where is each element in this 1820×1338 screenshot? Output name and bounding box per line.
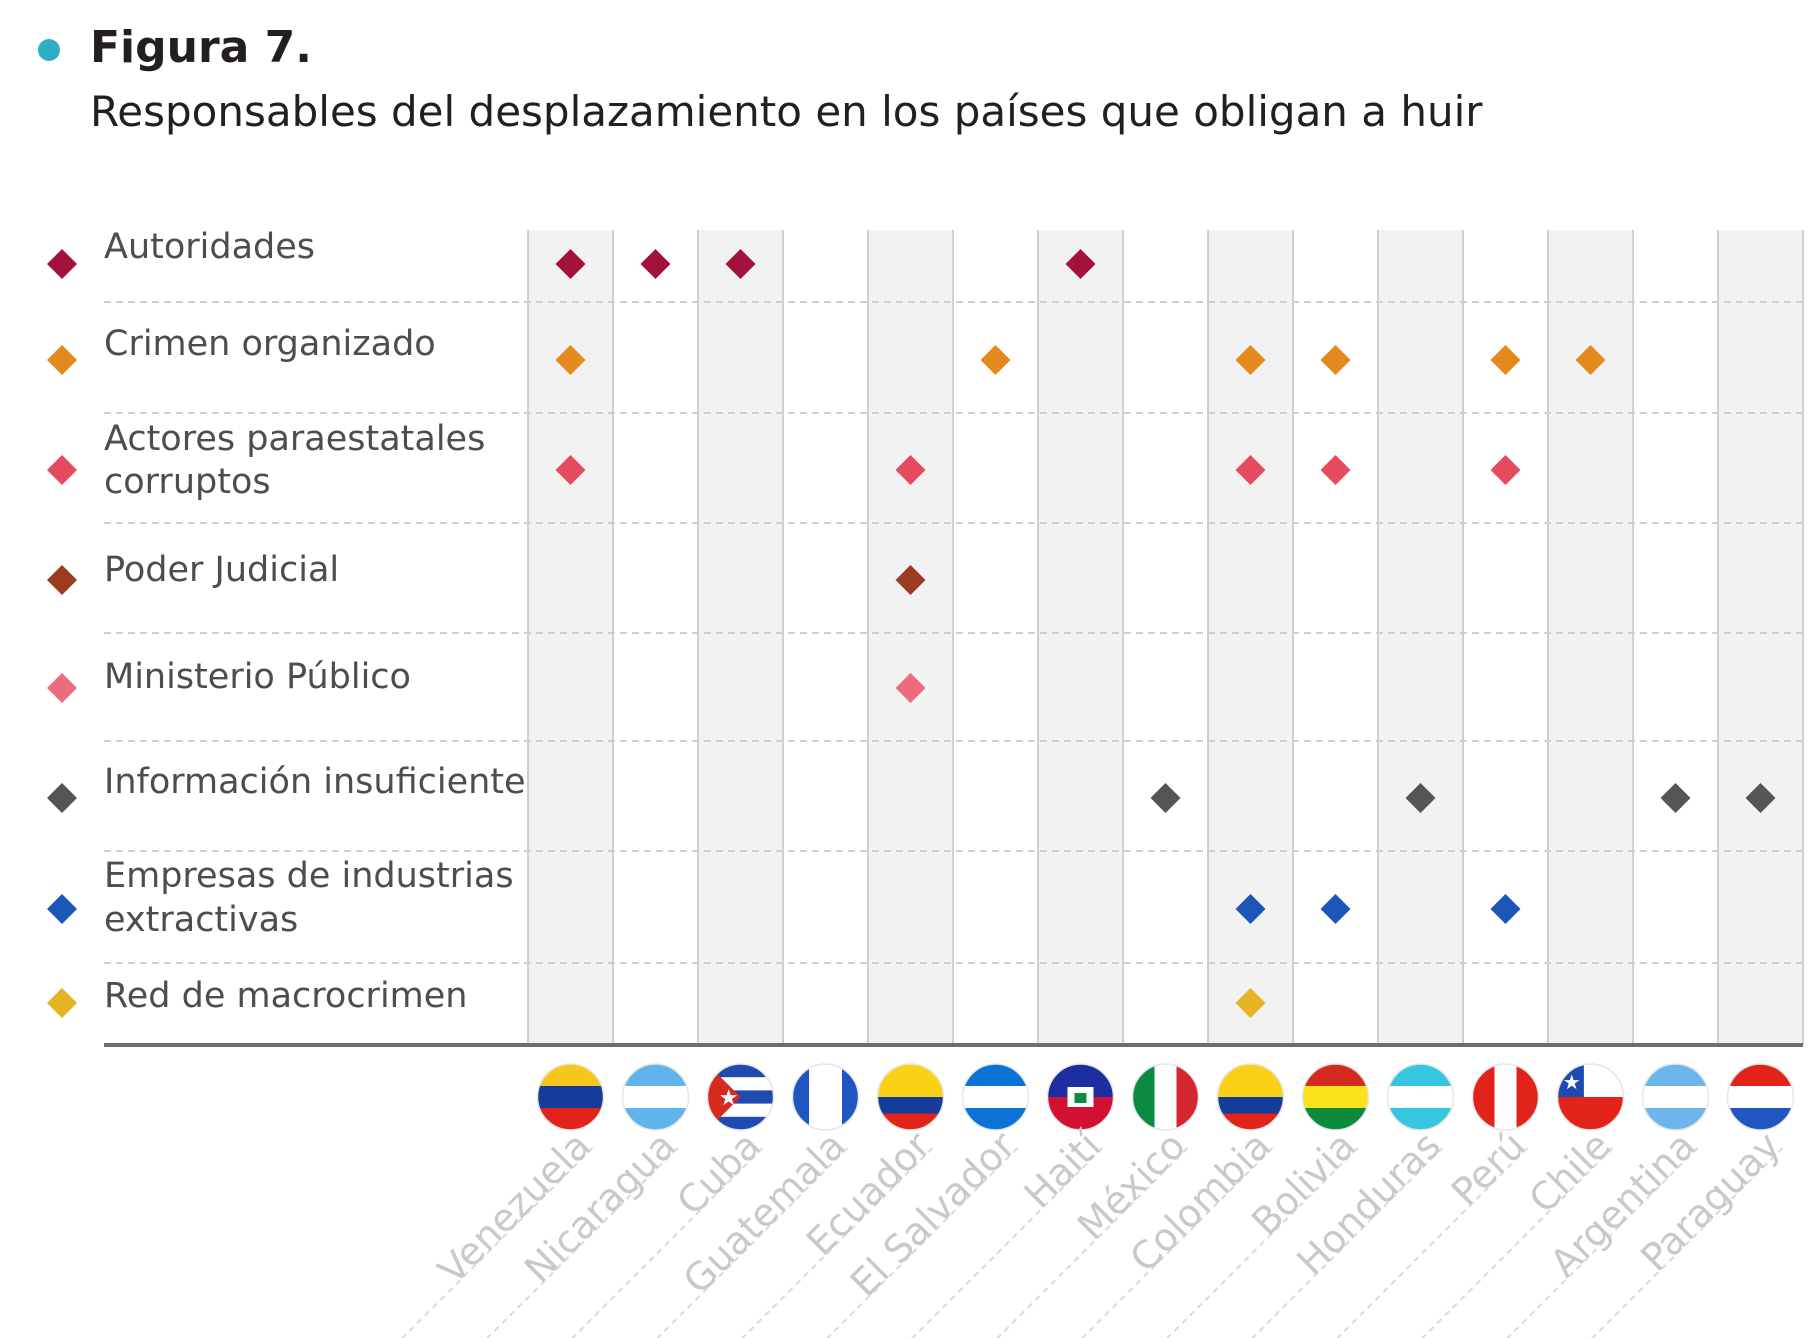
column-band-mexico [1123, 230, 1208, 1045]
data-point-informacion-insuficiente-argentina [1660, 783, 1691, 813]
legend-marker-informacion-insuficiente-icon [47, 783, 77, 813]
data-point-empresas-de-industrias-extractivas-bolivia [1320, 894, 1351, 924]
bolivia-flag-icon [1302, 1064, 1369, 1130]
row-label-poder-judicial: Poder Judicial [104, 550, 339, 590]
country-label-guide [401, 1147, 594, 1338]
data-point-autoridades-venezuela [555, 249, 586, 279]
country-label-guide [1336, 1147, 1529, 1338]
country-label-guide [1591, 1147, 1784, 1338]
figure-title: Responsables del desplazamiento en los p… [90, 87, 1483, 136]
data-point-actores-paraestatales-corruptos-colombia [1235, 455, 1266, 485]
data-point-ministerio-publico-ecuador [895, 673, 926, 703]
legend-marker-autoridades-icon [47, 249, 77, 279]
country-label-guide [1421, 1147, 1614, 1338]
data-point-crimen-organizado-bolivia [1320, 345, 1351, 375]
el-salvador-flag-icon [962, 1064, 1029, 1130]
svg-text:★: ★ [719, 1086, 739, 1111]
column-band-honduras [1378, 230, 1463, 1045]
country-label-guide [911, 1147, 1104, 1338]
data-point-informacion-insuficiente-paraguay [1745, 783, 1776, 813]
data-point-actores-paraestatales-corruptos-peru [1490, 455, 1521, 485]
nicaragua-flag-icon [622, 1064, 689, 1130]
row-label-red-de-macrocrimen: Red de macrocrimen [104, 976, 467, 1016]
data-point-crimen-organizado-el-salvador [980, 345, 1011, 375]
data-point-autoridades-nicaragua [640, 249, 671, 279]
svg-text:★: ★ [1563, 1070, 1581, 1094]
data-point-informacion-insuficiente-mexico [1150, 783, 1181, 813]
peru-flag-icon [1472, 1064, 1539, 1130]
data-point-actores-paraestatales-corruptos-ecuador [895, 455, 926, 485]
data-point-empresas-de-industrias-extractivas-colombia [1235, 894, 1266, 924]
mexico-flag-icon [1132, 1064, 1199, 1130]
argentina-flag-icon [1642, 1064, 1709, 1130]
country-label-guide [996, 1147, 1189, 1338]
country-label-guide [486, 1147, 679, 1338]
data-point-autoridades-haiti [1065, 249, 1096, 279]
country-label-guide [1166, 1147, 1359, 1338]
data-point-crimen-organizado-peru [1490, 345, 1521, 375]
country-label-guide [571, 1147, 764, 1338]
data-point-autoridades-cuba [725, 249, 756, 279]
country-label-guide [741, 1147, 934, 1338]
header-bullet-icon [38, 39, 60, 61]
data-point-red-de-macrocrimen-colombia [1235, 988, 1266, 1018]
column-band-argentina [1633, 230, 1718, 1045]
figure-header: Figura 7. Responsables del desplazamient… [30, 20, 1790, 150]
row-label-informacion-insuficiente: Información insuficiente [104, 762, 526, 802]
data-point-empresas-de-industrias-extractivas-peru [1490, 894, 1521, 924]
column-band-paraguay [1718, 230, 1803, 1045]
country-label-guide [1251, 1147, 1444, 1338]
paraguay-flag-icon [1727, 1064, 1794, 1130]
data-point-actores-paraestatales-corruptos-venezuela [555, 455, 586, 485]
row-label-empresas-de-industrias-extractivas: Empresas de industrias extractivas [104, 856, 514, 940]
legend-marker-empresas-de-industrias-extractivas-icon [47, 894, 77, 924]
data-point-informacion-insuficiente-honduras [1405, 783, 1436, 813]
country-label-guide [1081, 1147, 1274, 1338]
data-point-crimen-organizado-colombia [1235, 345, 1266, 375]
column-band-guatemala [783, 230, 868, 1045]
column-band-ecuador [868, 230, 953, 1045]
data-point-actores-paraestatales-corruptos-bolivia [1320, 455, 1351, 485]
column-band-cuba [698, 230, 783, 1045]
legend-marker-ministerio-publico-icon [47, 673, 77, 703]
figure-label: Figura 7. [90, 22, 312, 73]
row-label-ministerio-publico: Ministerio Público [104, 657, 411, 697]
country-label-guide [826, 1147, 1019, 1338]
venezuela-flag-icon [537, 1064, 604, 1130]
country-label-guide [656, 1147, 849, 1338]
row-label-crimen-organizado: Crimen organizado [104, 324, 436, 364]
legend-marker-red-de-macrocrimen-icon [47, 988, 77, 1018]
legend-marker-actores-paraestatales-corruptos-icon [47, 455, 77, 485]
row-label-actores-paraestatales-corruptos: Actores paraestatales corruptos [104, 419, 485, 502]
data-point-crimen-organizado-venezuela [555, 345, 586, 375]
column-band-nicaragua [613, 230, 698, 1045]
legend-marker-poder-judicial-icon [47, 565, 77, 595]
row-label-autoridades: Autoridades [104, 227, 315, 267]
legend-marker-crimen-organizado-icon [47, 345, 77, 375]
honduras-flag-icon [1387, 1064, 1454, 1130]
data-point-crimen-organizado-chile [1575, 345, 1606, 375]
data-point-poder-judicial-ecuador [895, 565, 926, 595]
country-label-peru: Perú [1443, 1123, 1534, 1214]
column-band-haiti [1038, 230, 1123, 1045]
country-label-guide [1506, 1147, 1699, 1338]
